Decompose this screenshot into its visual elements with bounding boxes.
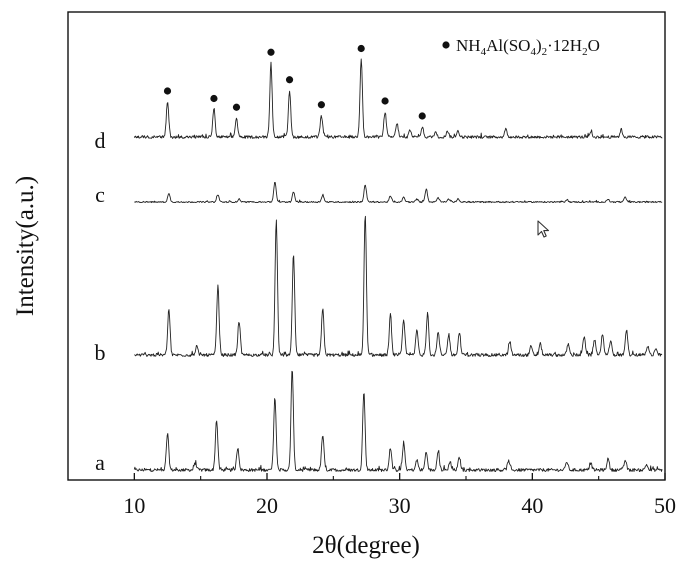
series-label-b: b	[95, 340, 106, 365]
phase-marker	[286, 76, 293, 83]
x-ticks	[134, 473, 665, 480]
legend-text-part: O	[588, 36, 600, 55]
phase-markers	[164, 45, 426, 120]
phase-marker	[381, 97, 388, 104]
x-tick-label: 30	[389, 493, 411, 518]
phase-marker	[233, 104, 240, 111]
series-label-a: a	[95, 450, 105, 475]
phase-marker	[358, 45, 365, 52]
phase-marker	[267, 49, 274, 56]
phase-marker	[318, 101, 325, 108]
x-tick-label: 40	[521, 493, 543, 518]
phase-marker	[210, 95, 217, 102]
legend-text-part: Al(SO	[486, 36, 530, 55]
mouse-cursor-icon	[537, 220, 553, 240]
series-curve-a	[134, 371, 662, 471]
legend-text-part: NH	[456, 36, 481, 55]
x-tick-label: 10	[123, 493, 145, 518]
x-tick-labels: 10 20 30 40 50	[123, 493, 676, 518]
legend-label: NH4Al(SO4)2·12H2O	[456, 36, 600, 58]
legend-marker	[442, 41, 449, 48]
x-tick-label: 50	[654, 493, 676, 518]
series-label-d: d	[95, 128, 106, 153]
x-tick-label: 20	[256, 493, 278, 518]
x-axis-title: 2θ(degree)	[312, 532, 420, 559]
phase-marker	[164, 87, 171, 94]
legend: NH4Al(SO4)2·12H2O	[442, 36, 599, 58]
phase-marker	[419, 112, 426, 119]
legend-text-part: ·12H	[547, 36, 582, 55]
y-axis-title: Intensity(a.u.)	[12, 176, 39, 316]
series-curves	[134, 59, 662, 472]
series-curve-b	[134, 216, 662, 356]
series-curve-c	[134, 182, 662, 202]
series-label-c: c	[95, 182, 105, 207]
series-labels: a b c d	[95, 128, 106, 475]
